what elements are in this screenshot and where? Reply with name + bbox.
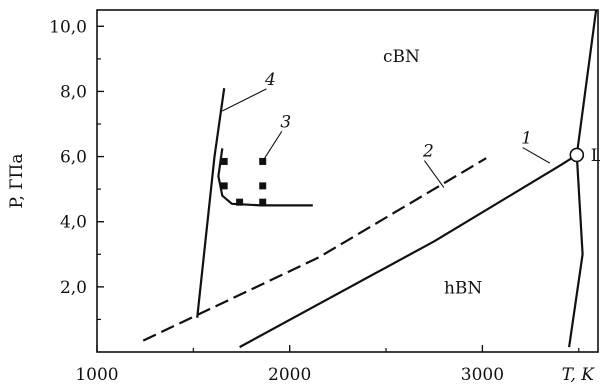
phase-boundary-5	[568, 154, 584, 348]
phase-boundary-4	[575, 9, 598, 156]
curve-1-leader	[522, 147, 551, 164]
triple-point-label: L	[591, 146, 600, 166]
data-point	[259, 182, 267, 190]
curve-3-label: 3	[280, 112, 291, 132]
curve-3	[217, 148, 313, 207]
x-tick-label: 1000	[75, 365, 118, 385]
x-tick-label: 2000	[268, 365, 311, 385]
curve-1-label: 1	[521, 129, 532, 149]
curve-1	[239, 153, 578, 349]
y-tick-label: 8,0	[60, 82, 87, 102]
data-point	[236, 198, 244, 206]
y-tick-label: 6,0	[60, 148, 87, 168]
x-axis-label: T, K	[562, 365, 596, 385]
region-label-hBN: hBN	[444, 278, 482, 298]
curve-2	[142, 157, 487, 342]
curve-4-label: 4	[264, 70, 276, 90]
y-tick-label: 2,0	[60, 278, 87, 298]
curve-3-leader	[264, 130, 283, 159]
y-axis-label: P, ГПа	[7, 153, 27, 208]
data-point	[259, 157, 267, 165]
x-tick-label: 3000	[461, 365, 504, 385]
data-point	[220, 157, 228, 165]
curve-2-label: 2	[422, 142, 434, 162]
data-point	[259, 198, 267, 206]
region-label-cBN: cBN	[383, 47, 420, 67]
y-tick-label: 4,0	[60, 213, 87, 233]
curve-4	[196, 88, 226, 318]
plot-frame	[96, 9, 599, 353]
curve-2-leader	[423, 160, 445, 188]
data-point	[220, 182, 228, 190]
triple-point-marker	[569, 147, 585, 163]
y-tick-label: 10,0	[49, 17, 87, 37]
curve-4-leader	[222, 88, 267, 112]
